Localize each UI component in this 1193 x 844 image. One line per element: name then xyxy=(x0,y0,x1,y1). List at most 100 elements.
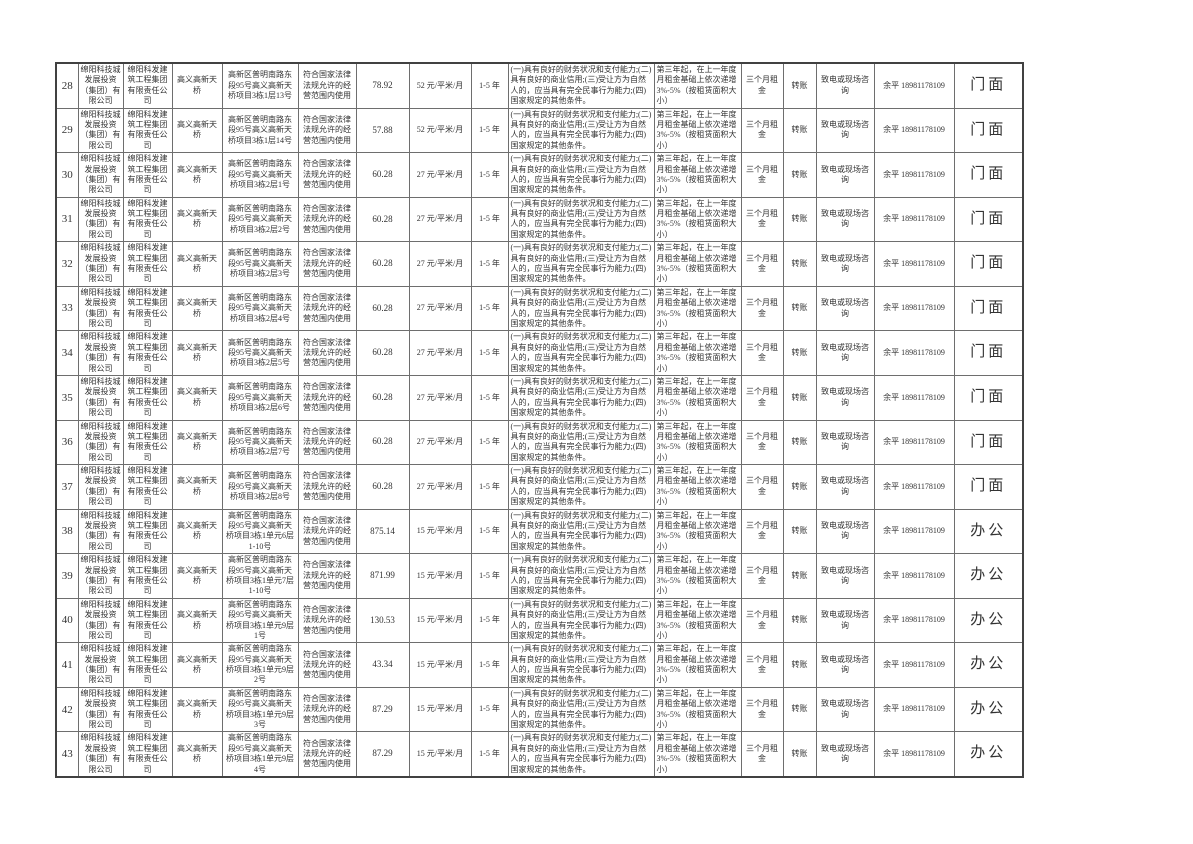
cell-deposit: 三个月租金 xyxy=(740,196,784,243)
cell-qualification: (一)具有良好的财务状况和支付能力;(二)具有良好的商业信用;(三)受让方为自然… xyxy=(507,464,655,510)
cell-lease-term: 1-5 年 xyxy=(470,196,509,243)
cell-lease-term: 1-5 年 xyxy=(470,597,509,644)
cell-consult-method: 致电或现场咨询 xyxy=(815,419,875,466)
table-row: 41 绵阳科技城发展投资（集团）有限公司 绵阳科发建筑工程集团有限责任公司 高义高新天… xyxy=(55,642,1024,688)
table-row: 42 绵阳科技城发展投资（集团）有限公司 绵阳科发建筑工程集团有限责任公司 高义高新天… xyxy=(55,686,1024,733)
cell-row-number: 36 xyxy=(55,419,79,466)
table-row: 32 绵阳科技城发展投资（集团）有限公司 绵阳科发建筑工程集团有限责任公司 高义高新天… xyxy=(55,241,1024,287)
cell-contact-person: 余平 18981178109 xyxy=(873,241,955,287)
cell-usage-scope: 符合国家法律法规允许的经营范围内使用 xyxy=(297,285,357,332)
cell-landlord-company: 绵阳科发建筑工程集团有限责任公司 xyxy=(122,330,173,376)
table-row: 39 绵阳科技城发展投资（集团）有限公司 绵阳科发建筑工程集团有限责任公司 高义高新天… xyxy=(55,553,1024,599)
cell-deposit: 三个月租金 xyxy=(740,330,784,376)
cell-area-sqm: 60.28 xyxy=(355,152,410,198)
cell-qualification: (一)具有良好的财务状况和支付能力;(二)具有良好的商业信用;(三)受让方为自然… xyxy=(507,241,655,287)
cell-qualification: (一)具有良好的财务状况和支付能力;(二)具有良好的商业信用;(三)受让方为自然… xyxy=(507,62,655,109)
cell-consult-method: 致电或现场咨询 xyxy=(815,241,875,287)
cell-lease-term: 1-5 年 xyxy=(470,731,509,778)
cell-usage-scope: 符合国家法律法规允许的经营范围内使用 xyxy=(297,553,357,599)
cell-consult-method: 致电或现场咨询 xyxy=(815,508,875,555)
cell-rent-increase: 第三年起，在上一年度月租金基础上依次递增3%-5%（按租赁面积大小） xyxy=(653,419,742,466)
cell-rent-increase: 第三年起，在上一年度月租金基础上依次递增3%-5%（按租赁面积大小） xyxy=(653,62,742,109)
cell-owner-company: 绵阳科技城发展投资（集团）有限公司 xyxy=(77,285,124,332)
cell-consult-method: 致电或现场咨询 xyxy=(815,152,875,198)
cell-usage-scope: 符合国家法律法规允许的经营范围内使用 xyxy=(297,241,357,287)
cell-usage-scope: 符合国家法律法规允许的经营范围内使用 xyxy=(297,419,357,466)
cell-location-name: 高义高新天桥 xyxy=(171,731,223,778)
cell-location-name: 高义高新天桥 xyxy=(171,107,223,154)
cell-owner-company: 绵阳科技城发展投资（集团）有限公司 xyxy=(77,642,124,688)
cell-payment-method: 转账 xyxy=(782,241,817,287)
cell-location-name: 高义高新天桥 xyxy=(171,241,223,287)
cell-price-per-sqm: 52 元/平米/月 xyxy=(408,107,472,154)
cell-payment-method: 转账 xyxy=(782,642,817,688)
cell-location-name: 高义高新天桥 xyxy=(171,464,223,510)
cell-lease-term: 1-5 年 xyxy=(470,62,509,109)
cell-location-name: 高义高新天桥 xyxy=(171,597,223,644)
cell-consult-method: 致电或现场咨询 xyxy=(815,330,875,376)
cell-location-name: 高义高新天桥 xyxy=(171,152,223,198)
cell-usage-scope: 符合国家法律法规允许的经营范围内使用 xyxy=(297,686,357,733)
table-body: 28 绵阳科技城发展投资（集团）有限公司 绵阳科发建筑工程集团有限责任公司 高义高新天… xyxy=(55,62,1024,778)
cell-contact-person: 余平 18981178109 xyxy=(873,464,955,510)
cell-payment-method: 转账 xyxy=(782,374,817,421)
cell-landlord-company: 绵阳科发建筑工程集团有限责任公司 xyxy=(122,642,173,688)
cell-deposit: 三个月租金 xyxy=(740,107,784,154)
cell-consult-method: 致电或现场咨询 xyxy=(815,553,875,599)
cell-landlord-company: 绵阳科发建筑工程集团有限责任公司 xyxy=(122,597,173,644)
cell-address: 高新区普明南路东段95号高义高新天桥项目3栋2层5号 xyxy=(221,330,299,376)
cell-payment-method: 转账 xyxy=(782,107,817,154)
cell-address: 高新区普明南路东段95号高义高新天桥项目3栋2层4号 xyxy=(221,285,299,332)
cell-area-sqm: 60.28 xyxy=(355,285,410,332)
cell-property-type: 办公 xyxy=(953,686,1024,733)
cell-rent-increase: 第三年起，在上一年度月租金基础上依次递增3%-5%（按租赁面积大小） xyxy=(653,196,742,243)
cell-deposit: 三个月租金 xyxy=(740,553,784,599)
table-row: 29 绵阳科技城发展投资（集团）有限公司 绵阳科发建筑工程集团有限责任公司 高义高新天… xyxy=(55,107,1024,154)
cell-rent-increase: 第三年起，在上一年度月租金基础上依次递增3%-5%（按租赁面积大小） xyxy=(653,152,742,198)
cell-qualification: (一)具有良好的财务状况和支付能力;(二)具有良好的商业信用;(三)受让方为自然… xyxy=(507,196,655,243)
cell-lease-term: 1-5 年 xyxy=(470,686,509,733)
cell-payment-method: 转账 xyxy=(782,686,817,733)
cell-payment-method: 转账 xyxy=(782,330,817,376)
cell-property-type: 办公 xyxy=(953,508,1024,555)
cell-price-per-sqm: 15 元/平米/月 xyxy=(408,597,472,644)
cell-consult-method: 致电或现场咨询 xyxy=(815,196,875,243)
cell-payment-method: 转账 xyxy=(782,553,817,599)
cell-property-type: 办公 xyxy=(953,553,1024,599)
cell-price-per-sqm: 15 元/平米/月 xyxy=(408,642,472,688)
cell-owner-company: 绵阳科技城发展投资（集团）有限公司 xyxy=(77,464,124,510)
cell-lease-term: 1-5 年 xyxy=(470,330,509,376)
cell-usage-scope: 符合国家法律法规允许的经营范围内使用 xyxy=(297,731,357,778)
cell-deposit: 三个月租金 xyxy=(740,374,784,421)
cell-address: 高新区普明南路东段95号高义高新天桥项目3栋1单元9层1号 xyxy=(221,597,299,644)
cell-contact-person: 余平 18981178109 xyxy=(873,374,955,421)
cell-deposit: 三个月租金 xyxy=(740,731,784,778)
cell-deposit: 三个月租金 xyxy=(740,285,784,332)
cell-location-name: 高义高新天桥 xyxy=(171,553,223,599)
cell-area-sqm: 60.28 xyxy=(355,196,410,243)
cell-owner-company: 绵阳科技城发展投资（集团）有限公司 xyxy=(77,330,124,376)
cell-rent-increase: 第三年起，在上一年度月租金基础上依次递增3%-5%（按租赁面积大小） xyxy=(653,686,742,733)
cell-price-per-sqm: 27 元/平米/月 xyxy=(408,285,472,332)
cell-price-per-sqm: 15 元/平米/月 xyxy=(408,686,472,733)
cell-contact-person: 余平 18981178109 xyxy=(873,196,955,243)
cell-payment-method: 转账 xyxy=(782,464,817,510)
cell-landlord-company: 绵阳科发建筑工程集团有限责任公司 xyxy=(122,419,173,466)
cell-landlord-company: 绵阳科发建筑工程集团有限责任公司 xyxy=(122,731,173,778)
cell-lease-term: 1-5 年 xyxy=(470,374,509,421)
cell-usage-scope: 符合国家法律法规允许的经营范围内使用 xyxy=(297,374,357,421)
cell-qualification: (一)具有良好的财务状况和支付能力;(二)具有良好的商业信用;(三)受让方为自然… xyxy=(507,152,655,198)
cell-deposit: 三个月租金 xyxy=(740,508,784,555)
table-row: 36 绵阳科技城发展投资（集团）有限公司 绵阳科发建筑工程集团有限责任公司 高义高新天… xyxy=(55,419,1024,466)
cell-lease-term: 1-5 年 xyxy=(470,553,509,599)
cell-landlord-company: 绵阳科发建筑工程集团有限责任公司 xyxy=(122,107,173,154)
cell-payment-method: 转账 xyxy=(782,285,817,332)
table-row: 40 绵阳科技城发展投资（集团）有限公司 绵阳科发建筑工程集团有限责任公司 高义高新天… xyxy=(55,597,1024,644)
cell-location-name: 高义高新天桥 xyxy=(171,196,223,243)
cell-landlord-company: 绵阳科发建筑工程集团有限责任公司 xyxy=(122,553,173,599)
cell-property-type: 办公 xyxy=(953,642,1024,688)
cell-deposit: 三个月租金 xyxy=(740,686,784,733)
cell-location-name: 高义高新天桥 xyxy=(171,285,223,332)
cell-price-per-sqm: 27 元/平米/月 xyxy=(408,374,472,421)
cell-lease-term: 1-5 年 xyxy=(470,419,509,466)
